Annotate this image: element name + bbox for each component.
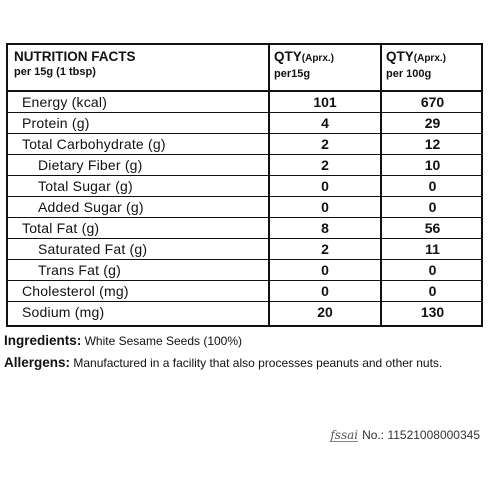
qty-label: QTY	[274, 49, 302, 64]
value-per100g: 11	[425, 241, 440, 257]
fssai-logo-icon: fssai	[330, 427, 359, 442]
nutrient-name: Dietary Fiber (g)	[38, 157, 143, 173]
ingredients-text: White Sesame Seeds (100%)	[84, 334, 243, 348]
value-per15g: 2	[321, 241, 329, 257]
table-row: Trans Fat (g) 0 0	[8, 260, 481, 281]
table-row: Saturated Fat (g) 2 11	[8, 239, 481, 260]
nutrient-name: Saturated Fat (g)	[38, 241, 148, 257]
table-row: Protein (g) 4 29	[8, 113, 481, 134]
table-row: Added Sugar (g) 0 0	[8, 197, 481, 218]
value-per100g: 0	[428, 178, 437, 194]
header-title-cell: NUTRITION FACTS per 15g (1 tbsp)	[14, 49, 136, 79]
table-row: Cholesterol (mg) 0 0	[8, 281, 481, 302]
value-per15g: 0	[321, 199, 329, 215]
nutrient-name: Total Sugar (g)	[38, 178, 133, 194]
ingredients-label: Ingredients:	[4, 333, 82, 348]
allergens-label: Allergens:	[4, 355, 71, 370]
approx-label: (Aprx.)	[301, 53, 334, 64]
qty-label: QTY	[386, 49, 414, 64]
value-per15g: 20	[317, 304, 333, 320]
value-per100g: 0	[428, 262, 437, 278]
nutrient-name: Cholesterol (mg)	[22, 283, 129, 299]
column-divider	[268, 45, 270, 325]
table-row: Total Sugar (g) 0 0	[8, 176, 481, 197]
nutrient-name: Energy (kcal)	[22, 94, 108, 110]
value-per15g: 4	[321, 115, 329, 131]
value-per100g: 56	[424, 220, 441, 236]
nutrient-name: Added Sugar (g)	[38, 199, 144, 215]
nutrient-name: Total Fat (g)	[22, 220, 100, 236]
value-per100g: 670	[420, 94, 445, 110]
per15g-label: per15g	[274, 68, 311, 80]
nutrient-name: Trans Fat (g)	[38, 262, 121, 278]
table-row: Energy (kcal) 101 670	[8, 92, 481, 113]
header-per15g-cell: QTY(Aprx.) per15g	[274, 49, 334, 81]
table-row: Sodium (mg) 20 130	[8, 302, 481, 323]
value-per15g: 8	[321, 220, 329, 236]
table-header: NUTRITION FACTS per 15g (1 tbsp) QTY(Apr…	[8, 45, 481, 92]
allergens-text: Manufactured in a facility that also pro…	[73, 356, 443, 370]
ingredients-line: Ingredients: White Sesame Seeds (100%)	[4, 333, 242, 348]
value-per15g: 0	[321, 283, 329, 299]
value-per100g: 130	[420, 304, 445, 320]
value-per100g: 10	[424, 157, 441, 173]
table-row: Total Carbohydrate (g) 2 12	[8, 134, 481, 155]
per100g-label: per 100g	[386, 68, 432, 80]
value-per15g: 101	[313, 94, 337, 110]
value-per100g: 12	[424, 136, 441, 152]
value-per15g: 0	[321, 178, 329, 194]
table-row: Total Fat (g) 8 56	[8, 218, 481, 239]
value-per100g: 0	[428, 199, 437, 215]
nutrient-rows: Energy (kcal) 101 670 Protein (g) 4 29 Total C…	[8, 92, 481, 325]
value-per100g: 29	[424, 115, 441, 131]
value-per15g: 2	[321, 157, 329, 173]
value-per15g: 0	[321, 262, 329, 278]
license-number: No.: 11521008000345	[362, 428, 480, 442]
nutrient-name: Protein (g)	[22, 115, 90, 131]
table-row: Dietary Fiber (g) 2 10	[8, 155, 481, 176]
nutrition-table: NUTRITION FACTS per 15g (1 tbsp) QTY(Apr…	[6, 43, 483, 327]
column-divider	[380, 45, 382, 325]
nutrition-facts-title: NUTRITION FACTS	[14, 49, 136, 64]
header-per100g-cell: QTY(Aprx.) per 100g	[386, 49, 446, 81]
nutrient-name: Sodium (mg)	[22, 304, 105, 320]
approx-label: (Aprx.)	[413, 53, 446, 64]
fssai-license: fssai No.: 11521008000345	[330, 428, 480, 442]
value-per100g: 0	[428, 283, 437, 299]
serving-size: per 15g (1 tbsp)	[14, 66, 96, 78]
value-per15g: 2	[321, 136, 329, 152]
allergens-line: Allergens: Manufactured in a facility th…	[4, 355, 442, 370]
nutrient-name: Total Carbohydrate (g)	[22, 136, 166, 152]
